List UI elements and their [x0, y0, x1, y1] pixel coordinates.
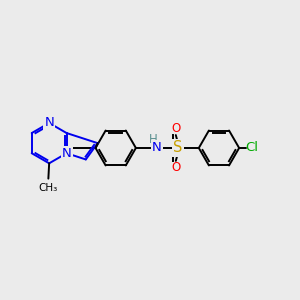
Text: Cl: Cl — [245, 142, 259, 154]
Text: O: O — [171, 122, 180, 135]
Text: O: O — [171, 161, 180, 174]
Text: N: N — [44, 116, 54, 130]
Text: N: N — [152, 142, 162, 154]
Text: H: H — [148, 134, 157, 146]
Text: N: N — [62, 147, 71, 160]
Text: S: S — [173, 140, 182, 155]
Text: CH₃: CH₃ — [39, 183, 58, 193]
